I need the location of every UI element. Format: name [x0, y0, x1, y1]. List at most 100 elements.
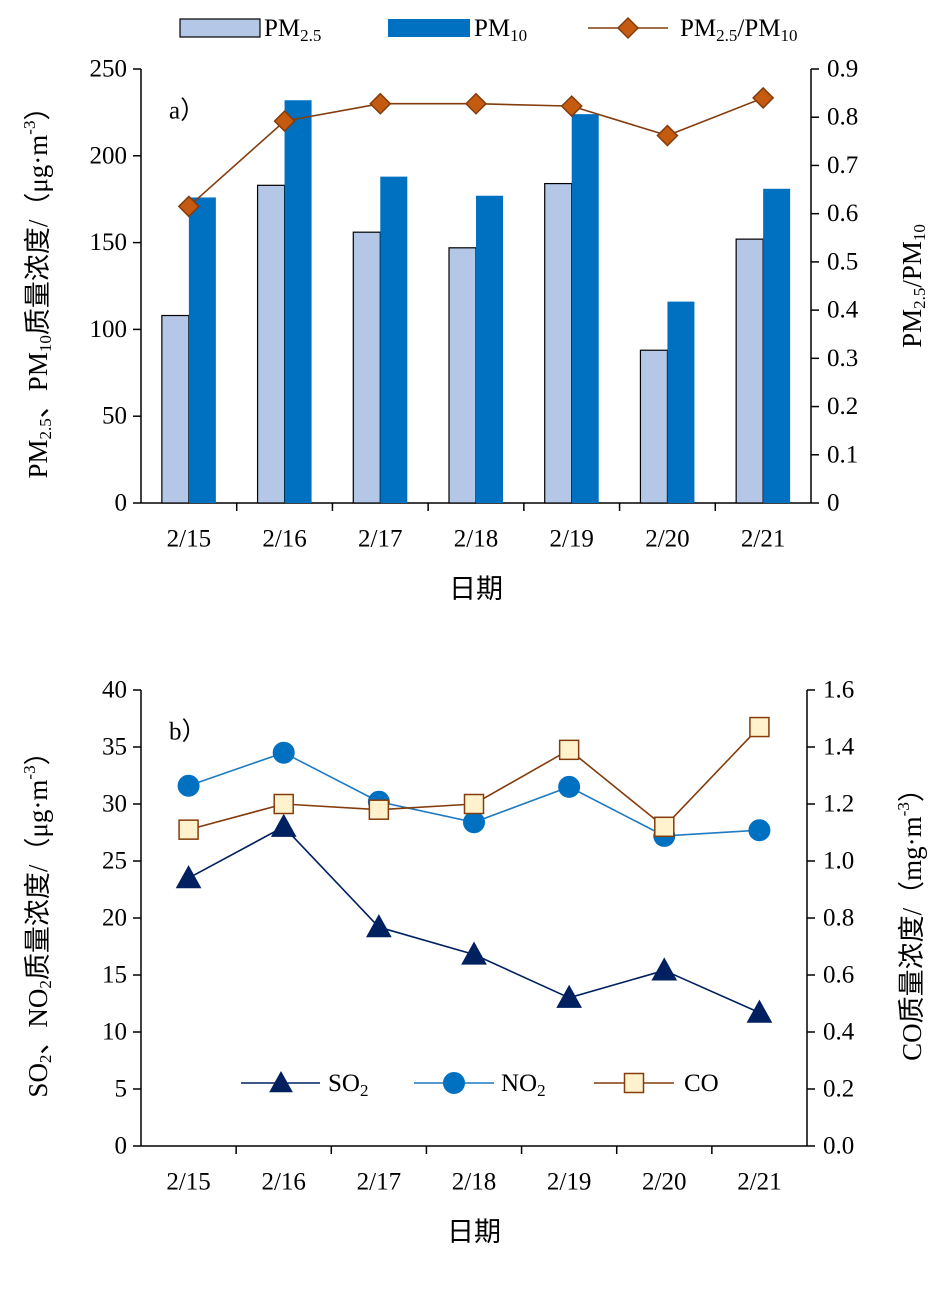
point-no2: [272, 741, 295, 764]
legend-label-ratio: PM2.5/PM10: [680, 15, 797, 45]
legend-swatch-pm25: [179, 18, 261, 38]
y-tick-label-left: 30: [102, 791, 127, 818]
point-co: [178, 819, 199, 840]
y-tick-label-right: 1.0: [823, 848, 854, 875]
x-tick-label: 2/17: [358, 526, 402, 553]
legend: PM2.5 PM10 PM2.5/PM10: [179, 15, 797, 45]
point-ratio: [369, 92, 392, 115]
panel-label: a）: [169, 97, 205, 125]
point-so2: [556, 984, 582, 1008]
point-no2: [463, 811, 485, 834]
y-tick-label-left: 50: [102, 403, 127, 430]
x-tick-label: 2/15: [167, 526, 211, 553]
legend-label-no2: NO2: [501, 1070, 546, 1100]
point-so2: [270, 813, 297, 837]
y-tick-label-right: 0.6: [823, 962, 854, 989]
y-tick-label-left: 200: [90, 142, 128, 169]
x-tick-label: 2/21: [737, 1169, 781, 1196]
bar-pm25: [544, 182, 573, 504]
point-ratio: [656, 124, 679, 147]
bar-pm25: [352, 231, 381, 504]
y-tick-label-left: 20: [102, 905, 127, 932]
x-tick-label: 2/15: [166, 1169, 210, 1196]
bar-pm10: [667, 301, 695, 503]
bar-pm25: [735, 238, 764, 504]
point-co: [273, 793, 294, 815]
x-tick-label: 2/19: [547, 1169, 591, 1196]
point-ratio: [464, 92, 488, 115]
x-tick-label: 2/20: [642, 1169, 686, 1196]
x-axis-title: 日期: [447, 1217, 501, 1247]
y-tick-label-right: 0.4: [823, 1019, 855, 1046]
y-tick-label-left: 15: [102, 962, 127, 989]
y-tick-label-left: 40: [102, 677, 127, 704]
legend: SO2 NO2 CO: [241, 1070, 719, 1100]
y-tick-label-right: 0.8: [827, 104, 858, 131]
panel-label: b）: [169, 718, 207, 746]
legend-label-co: CO: [684, 1070, 719, 1097]
x-tick-label: 2/20: [645, 526, 689, 553]
y-tick-label-left: 35: [102, 734, 127, 761]
bar-pm25: [448, 247, 477, 504]
point-co: [368, 799, 390, 820]
y-axis-title-left: SO2、NO2质量浓度/（μg·m-3）: [20, 738, 55, 1097]
point-co: [463, 793, 485, 815]
y-tick-label-right: 0.0: [823, 1133, 854, 1160]
line-so2: [188, 825, 760, 1014]
chart-panel-b: 0 5 10 15 20 25 30 35 40 0.0 0.2 0.4 0.6 0.8 1.0 1.2 1.4…: [20, 677, 928, 1248]
bar-pm25: [161, 314, 190, 504]
point-co: [558, 739, 580, 761]
y-tick-label-right: 0.4: [827, 297, 859, 324]
y-tick-label-right: 1.6: [823, 677, 854, 704]
bar-pm10: [763, 188, 791, 503]
y-tick-label-right: 0.2: [823, 1076, 854, 1103]
y-tick-label-left: 10: [102, 1019, 127, 1046]
legend-marker-co: [623, 1072, 645, 1094]
y-tick-label-right: 0.6: [827, 200, 858, 227]
chart-panel-a: 0 50 100 150 200 250 0 0.1 0.2 0.3 0.4 0.5 0.6 0.7 0.8…: [20, 15, 929, 605]
y-tick-label-right: 0.5: [827, 248, 858, 275]
y-tick-label-right: 0.3: [827, 345, 858, 372]
bar-pm10: [380, 176, 408, 503]
point-so2: [175, 865, 202, 889]
bar-pm10: [188, 197, 216, 504]
x-tick-label: 2/16: [261, 1169, 305, 1196]
bar-pm10: [571, 114, 599, 504]
y-axis-title-right: CO质量浓度/（mg·m-3）: [894, 775, 928, 1061]
bar-pm25: [256, 184, 286, 504]
legend-marker-ratio: [616, 16, 640, 40]
y-tick-label-left: 5: [115, 1076, 128, 1103]
point-ratio: [177, 195, 200, 218]
point-co: [654, 816, 675, 838]
y-tick-label-right: 0.1: [827, 441, 858, 468]
legend-label-so2: SO2: [328, 1070, 368, 1100]
y-tick-label-left: 150: [90, 229, 128, 256]
x-tick-label: 2/21: [741, 526, 785, 553]
x-axis-title: 日期: [449, 574, 503, 604]
point-ratio: [752, 86, 775, 109]
point-no2: [558, 775, 581, 798]
x-tick-label: 2/19: [549, 526, 593, 553]
y-tick-label-right: 0: [827, 490, 840, 517]
x-tick-label: 2/17: [357, 1169, 401, 1196]
legend-label-pm10: PM10: [474, 15, 527, 45]
y-tick-label-right: 0.9: [827, 56, 858, 83]
y-axis-title-right: PM2.5/PM10: [897, 224, 929, 348]
point-no2: [748, 819, 771, 842]
point-so2: [746, 999, 773, 1023]
legend-swatch-pm10: [388, 19, 470, 37]
point-so2: [366, 914, 392, 938]
y-tick-label-right: 1.2: [823, 791, 854, 818]
legend-label-pm25: PM2.5: [264, 15, 321, 45]
point-ratio: [560, 95, 583, 118]
y-tick-label-left: 250: [90, 56, 128, 83]
point-no2: [177, 774, 200, 797]
y-tick-label-right: 1.4: [823, 734, 855, 761]
x-tick-label: 2/16: [262, 526, 306, 553]
y-tick-label-right: 0.8: [823, 905, 854, 932]
y-tick-label-left: 25: [102, 848, 127, 875]
x-tick-label: 2/18: [452, 1169, 496, 1196]
y-tick-label-left: 100: [90, 316, 128, 343]
x-tick-label: 2/18: [454, 526, 498, 553]
